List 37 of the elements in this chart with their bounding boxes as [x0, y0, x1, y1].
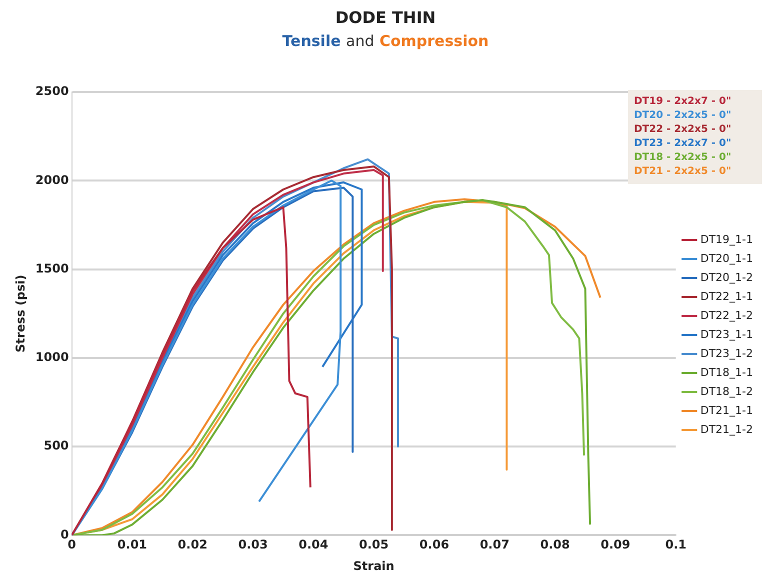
legend-label: DT22_1-2: [700, 308, 754, 322]
annotation: DT18 - 2x2x5 - 0": [634, 151, 732, 165]
legend-label: DT23_1-2: [700, 346, 754, 360]
legend-label: DT18_1-2: [700, 384, 754, 398]
annotation: DT22 - 2x2x5 - 0": [634, 123, 732, 137]
y-tick-label: 0: [60, 527, 69, 542]
y-tick-label: 2000: [35, 172, 69, 187]
chart-subtitle: Tensile and Compression: [282, 32, 489, 50]
x-tick-label: 0.01: [117, 538, 148, 552]
y-tick-label: 1500: [35, 261, 69, 276]
annotation: DT21 - 2x2x5 - 0": [634, 165, 732, 179]
x-axis-title: Strain: [353, 558, 394, 573]
x-tick-label: 0.09: [600, 538, 630, 552]
y-tick-label: 500: [44, 438, 69, 453]
x-tick-label: 0.02: [178, 538, 208, 552]
legend-label: DT20_1-2: [700, 270, 754, 284]
legend-label: DT22_1-1: [700, 290, 754, 303]
annotation: DT23 - 2x2x7 - 0": [634, 137, 732, 151]
x-tick-label: 0.05: [359, 538, 389, 552]
legend-label: DT20_1-1: [700, 252, 754, 265]
y-tick-label: 2500: [35, 84, 69, 98]
y-tick-label: 1000: [35, 350, 69, 364]
x-tick-label: 0.08: [540, 538, 570, 552]
legend-label: DT18_1-1: [700, 366, 754, 379]
x-tick-label: 0.06: [419, 538, 450, 552]
x-tick-label: 0.07: [480, 538, 510, 552]
legend-label: DT21_1-1: [700, 404, 754, 417]
legend-label: DT23_1-1: [700, 328, 754, 341]
legend-label: DT19_1-1: [700, 232, 754, 246]
y-axis-title: Stress (psi): [13, 274, 28, 352]
x-tick-label: 0.04: [298, 538, 328, 552]
annotation: DT19 - 2x2x7 - 0": [634, 95, 732, 109]
legend-label: DT21_1-2: [700, 422, 754, 436]
chart-title: DODE THIN: [334, 8, 437, 27]
x-tick-label: 0.1: [665, 538, 686, 552]
x-tick-label: 0.03: [238, 538, 268, 552]
annotation: DT20 - 2x2x5 - 0": [634, 109, 732, 123]
